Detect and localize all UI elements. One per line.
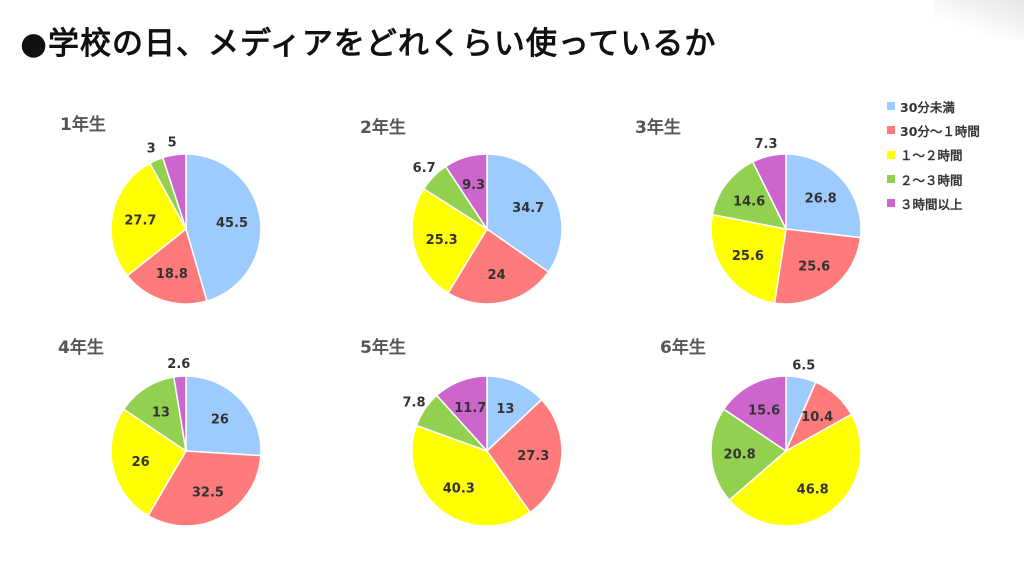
pie-slice	[185, 375, 262, 457]
data-label: 20.8	[724, 447, 756, 462]
pie-grade-6: 6.5 10.4 46.8 20.8 15.6	[710, 358, 862, 527]
pie-slice	[722, 375, 787, 453]
grade-label: 5年生	[360, 337, 406, 358]
grade-label: 4年生	[58, 337, 104, 358]
data-label: 27.3	[517, 449, 549, 464]
pie-slice	[411, 424, 532, 527]
pie-slice	[486, 153, 563, 273]
chart-legend: 30分未満 30分～１時間 １～２時間 ２～３時間 ３時間以上	[887, 94, 980, 215]
grade-label: 6年生	[660, 337, 706, 358]
pie-slice	[126, 227, 208, 305]
pie-slice	[110, 408, 188, 517]
data-label: 13	[496, 402, 514, 417]
data-label: 13	[152, 405, 170, 420]
legend-item: １～２時間	[887, 143, 980, 167]
pie-slice	[185, 153, 262, 302]
pie-slice	[147, 450, 262, 527]
grade-label: 3年生	[635, 117, 681, 138]
data-label: 11.7	[454, 401, 486, 416]
legend-swatch	[887, 199, 895, 208]
data-label: 6.5	[792, 358, 815, 373]
legend-item: ３時間以上	[887, 191, 980, 215]
data-label: 25.3	[426, 233, 458, 248]
legend-label: 30分未満	[900, 99, 955, 115]
legend-swatch	[887, 175, 895, 184]
data-label: 15.6	[748, 404, 780, 419]
legend-swatch	[887, 126, 895, 135]
legend-label: ３時間以上	[900, 196, 963, 212]
pie-grade-5: 13 27.3 40.3 7.8 11.7	[402, 375, 563, 527]
page-title: ●学校の日、メディアをどれくらい使っているか	[20, 26, 717, 62]
pie-slice	[785, 153, 862, 239]
data-label: 14.6	[733, 194, 765, 209]
pie-slice	[486, 398, 563, 514]
grade-label: 1年生	[60, 114, 106, 135]
data-label: 26	[211, 413, 229, 428]
legend-swatch	[887, 102, 895, 111]
pie-slice	[486, 375, 543, 453]
pie-slice	[751, 153, 787, 230]
grade-label: 2年生	[360, 117, 406, 138]
data-label: 26.8	[805, 192, 837, 207]
pie-slice	[728, 413, 862, 527]
data-label: 7.3	[754, 137, 777, 152]
legend-item: ２～３時間	[887, 167, 980, 191]
pie-grade-4: 26 32.5 26 13 2.6	[110, 357, 262, 527]
legend-swatch	[887, 150, 895, 159]
legend-label: 30分～１時間	[900, 123, 980, 139]
data-label: 2.6	[167, 357, 190, 372]
legend-label: ２～３時間	[900, 172, 963, 188]
data-label: 26	[132, 455, 150, 470]
pie-slice	[172, 375, 187, 452]
data-label: 3	[147, 142, 156, 157]
data-label: 25.6	[798, 260, 830, 275]
data-label: 40.3	[443, 481, 475, 496]
data-label: 45.5	[216, 216, 248, 231]
pie-slice	[435, 375, 488, 453]
data-label: 9.3	[462, 178, 485, 193]
pie-slice	[444, 153, 488, 232]
pie-slice	[122, 376, 188, 453]
pie-slice	[446, 227, 550, 305]
data-label: 6.7	[413, 161, 436, 176]
pie-slice	[710, 213, 787, 304]
data-label: 27.7	[124, 213, 156, 228]
data-label: 46.8	[797, 483, 829, 498]
data-label: 32.5	[192, 486, 224, 501]
pie-slice	[773, 228, 862, 305]
pie-slice	[161, 153, 187, 230]
data-label: 5	[168, 136, 177, 151]
data-label: 18.8	[156, 267, 188, 282]
legend-item: 30分～１時間	[887, 118, 980, 142]
pie-grade-1: 45.5 18.8 27.7 3 5	[110, 136, 262, 305]
data-label: 24	[488, 268, 506, 283]
data-label: 10.4	[801, 410, 833, 425]
pie-grade-2: 34.7 24 25.3 6.7 9.3	[411, 153, 563, 305]
data-label: 25.6	[732, 249, 764, 264]
pie-slice	[711, 160, 788, 231]
pie-slice	[110, 162, 187, 277]
slide-corner-shadow	[934, 0, 1024, 40]
legend-label: １～２時間	[900, 148, 963, 164]
data-label: 7.8	[402, 395, 425, 410]
data-label: 34.7	[512, 201, 544, 216]
pie-slice	[411, 187, 489, 295]
pie-grade-3: 26.8 25.6 25.6 14.6 7.3	[710, 137, 862, 305]
pie-slice	[710, 408, 788, 502]
legend-item: 30分未満	[887, 94, 980, 118]
